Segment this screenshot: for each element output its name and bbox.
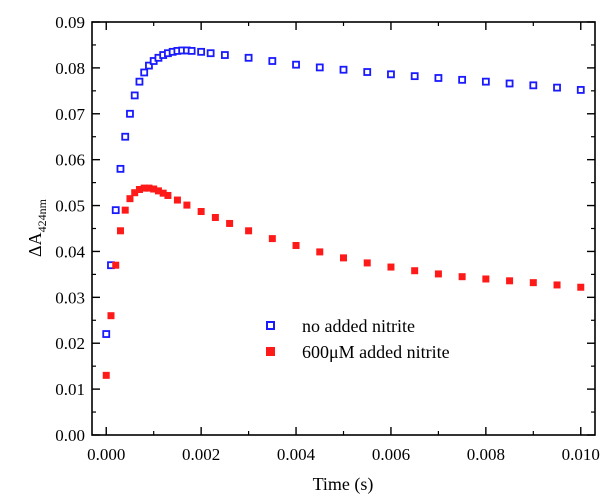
data-point (226, 219, 234, 227)
x-axis-label: Time (s) (313, 474, 374, 495)
plot-frame (91, 21, 596, 436)
y-axis-label: ΔA424nm (25, 198, 49, 257)
data-point (220, 51, 229, 59)
series-layer (102, 46, 585, 379)
data-point (506, 277, 514, 285)
data-point (268, 57, 277, 65)
data-point (111, 206, 120, 215)
y-axis-label-sub: 424nm (35, 198, 49, 232)
data-point (339, 65, 348, 74)
data-point (434, 74, 443, 82)
data-point (268, 235, 276, 243)
data-point (576, 86, 585, 94)
data-point (154, 187, 162, 195)
y-tick-label: 0.04 (55, 242, 85, 261)
legend: no added nitrite 600μM added nitrite (266, 316, 450, 362)
x-tick-label: 0.008 (467, 445, 505, 464)
data-point (102, 371, 110, 379)
y-axis-label-main: ΔA (25, 232, 45, 257)
data-point (187, 47, 196, 55)
data-point (244, 53, 253, 62)
data-point (292, 60, 300, 69)
x-tick-label: 0.002 (182, 445, 220, 464)
data-point (363, 259, 371, 267)
data-point (410, 72, 419, 81)
data-point (340, 254, 347, 262)
y-tick-label: 0.00 (55, 426, 85, 445)
legend-label-nitrite: 600μM added nitrite (302, 342, 450, 362)
data-point (112, 261, 120, 269)
x-tick-label: 0.004 (277, 445, 316, 464)
x-ticks: 0.000 0.002 0.004 0.006 0.008 0.010 (87, 22, 600, 464)
y-tick-label: 0.05 (55, 197, 85, 216)
data-point (211, 213, 219, 221)
data-point (140, 68, 149, 77)
data-point (411, 267, 419, 275)
x-tick-label: 0.006 (372, 445, 410, 464)
data-point (164, 191, 172, 199)
data-point (529, 279, 537, 287)
data-point (145, 184, 153, 192)
svg-text:ΔA424nm: ΔA424nm (25, 198, 49, 257)
data-point (121, 132, 130, 141)
y-tick-label: 0.01 (55, 380, 85, 399)
data-point (107, 312, 115, 320)
data-point (145, 61, 153, 70)
data-point (206, 49, 215, 58)
data-point (173, 196, 181, 204)
data-point (529, 81, 538, 90)
data-point (387, 263, 395, 271)
data-point (292, 241, 300, 249)
axes (91, 21, 596, 436)
data-point (316, 248, 324, 256)
data-point (135, 77, 144, 86)
data-point (102, 330, 111, 338)
y-tick-label: 0.07 (55, 105, 85, 124)
data-point (482, 275, 490, 283)
data-point (126, 195, 134, 203)
data-point (140, 184, 148, 192)
data-point (121, 206, 129, 214)
data-point (130, 91, 139, 100)
data-point (116, 164, 125, 173)
data-point (135, 185, 143, 193)
series-1 (102, 184, 585, 379)
y-ticks: 0.00 0.01 0.02 0.03 0.04 0.05 0.06 0.07 0.08 0.09 (55, 13, 595, 445)
data-point (553, 83, 561, 92)
y-tick-label: 0.02 (55, 334, 85, 353)
data-point (245, 227, 253, 235)
y-tick-label: 0.06 (55, 151, 85, 170)
data-point (577, 283, 585, 291)
series-0 (102, 46, 585, 338)
x-tick-label: 0.010 (562, 445, 600, 464)
data-point (458, 75, 467, 84)
data-point (197, 208, 205, 216)
data-point (183, 201, 191, 209)
data-point (505, 79, 514, 88)
data-point (434, 270, 442, 278)
data-point (363, 68, 372, 76)
data-point (126, 109, 134, 118)
data-point (315, 63, 324, 72)
data-point (481, 77, 490, 86)
y-tick-label: 0.03 (55, 288, 85, 307)
data-point (150, 185, 158, 193)
data-point (131, 189, 139, 197)
data-point (387, 70, 395, 79)
y-tick-label: 0.08 (55, 59, 85, 78)
data-point (553, 281, 561, 289)
data-point (159, 189, 167, 197)
x-tick-label: 0.000 (87, 445, 125, 464)
data-point (116, 227, 124, 235)
legend-marker-no-nitrite (266, 321, 275, 330)
legend-label-no-nitrite: no added nitrite (302, 316, 415, 336)
y-tick-label: 0.09 (55, 13, 85, 32)
data-point (458, 273, 466, 281)
data-point (197, 47, 206, 56)
legend-marker-nitrite (266, 347, 275, 356)
